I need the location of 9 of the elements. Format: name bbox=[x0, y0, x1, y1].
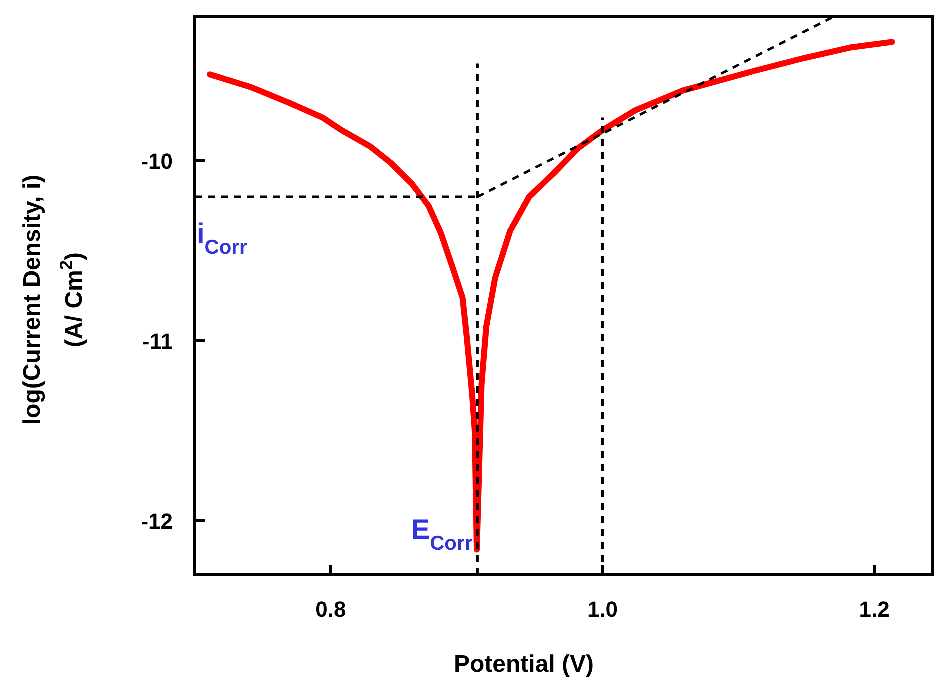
y-tick-label: -10 bbox=[141, 149, 173, 174]
x-axis-title: Potential (V) bbox=[454, 651, 594, 678]
x-tick-label: 1.2 bbox=[859, 597, 890, 622]
y-tick-label: -11 bbox=[142, 329, 173, 354]
annotation: i$_{Corr}$ bbox=[197, 218, 248, 259]
annotation: E$_{Corr}$ bbox=[411, 514, 473, 555]
x-tick-label: 1.0 bbox=[587, 597, 618, 622]
y-tick-label: -12 bbox=[141, 509, 173, 534]
x-tick-label: 0.8 bbox=[316, 597, 346, 622]
